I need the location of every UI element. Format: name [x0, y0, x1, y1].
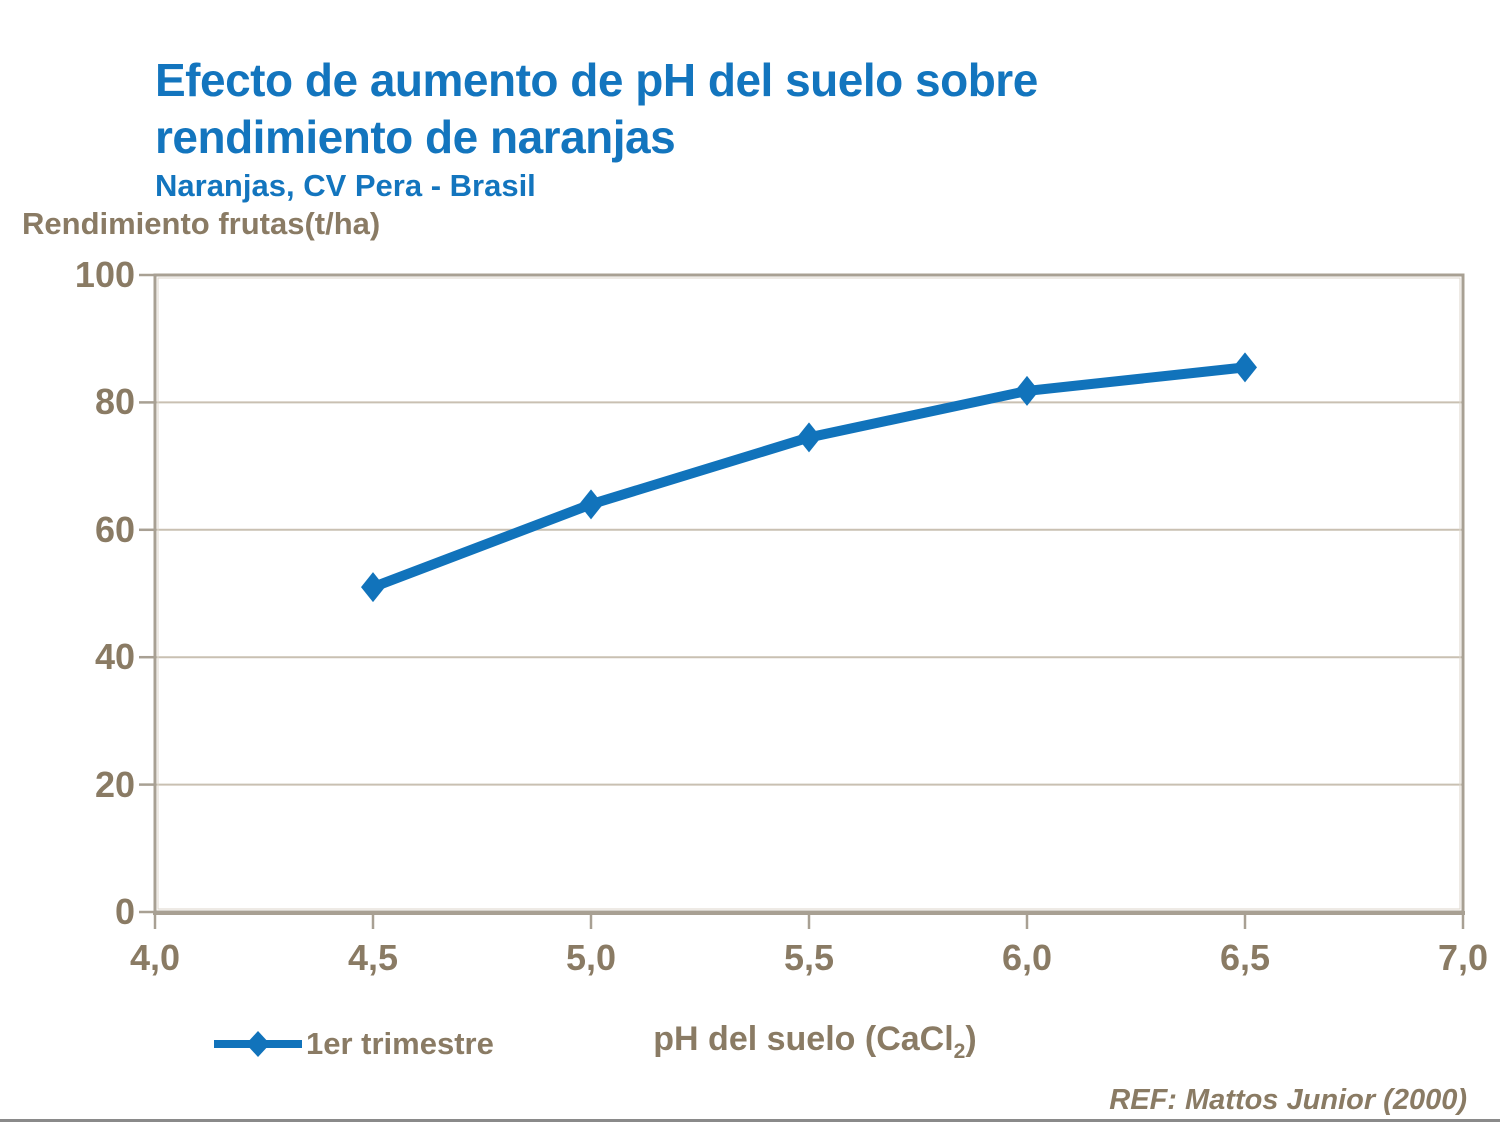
plot-frame-highlight	[157, 277, 1461, 910]
data-point-marker-5	[579, 489, 603, 520]
x-tick-label-4,0: 4,0	[129, 937, 181, 978]
y-tick-label-60: 60	[94, 508, 135, 550]
chart-title-line1: Efecto de aumento de pH del suelo sobre	[155, 54, 1038, 106]
x-axis-title-text: pH del suelo (CaCl	[653, 1020, 954, 1058]
x-tick-label-7,0: 7,0	[1437, 937, 1489, 978]
x-tick-label-5,5: 5,5	[783, 937, 835, 978]
plot-background	[155, 275, 1463, 912]
y-tick-label-0: 0	[114, 891, 135, 932]
bottom-divider	[0, 1119, 1500, 1122]
data-point-marker-6	[1015, 375, 1039, 406]
data-point-marker-4.5	[361, 572, 385, 603]
chart-title-line2: rendimiento de naranjas	[155, 111, 676, 163]
x-axis-title: pH del suelo (CaCl2)	[653, 1020, 976, 1064]
data-point-marker-6.5	[1233, 352, 1257, 383]
chart-subtitle: Naranjas, CV Pera - Brasil	[155, 168, 536, 203]
x-axis-title-subscript: 2	[953, 1039, 966, 1063]
legend: 1er trimestre	[212, 1026, 494, 1062]
y-axis-title: Rendimiento frutas(t/ha)	[22, 206, 381, 241]
x-tick-label-6,0: 6,0	[1001, 937, 1053, 978]
y-tick-label-20: 20	[94, 763, 135, 805]
legend-marker-icon	[214, 1031, 302, 1057]
y-tick-label-100: 100	[74, 254, 135, 295]
x-tick-label-6,5: 6,5	[1219, 937, 1271, 978]
x-tick-label-4,5: 4,5	[347, 937, 399, 978]
data-point-marker-5.5	[797, 422, 821, 453]
reference-note: REF: Mattos Junior (2000)	[1109, 1084, 1467, 1116]
chart-title: Efecto de aumento de pH del suelo sobre …	[155, 52, 1038, 166]
x-tick-label-5,0: 5,0	[565, 937, 617, 978]
y-tick-label-40: 40	[94, 636, 135, 678]
x-axis-title-close: )	[965, 1020, 977, 1058]
legend-label: 1er trimestre	[306, 1026, 494, 1061]
y-tick-label-80: 80	[94, 381, 135, 423]
